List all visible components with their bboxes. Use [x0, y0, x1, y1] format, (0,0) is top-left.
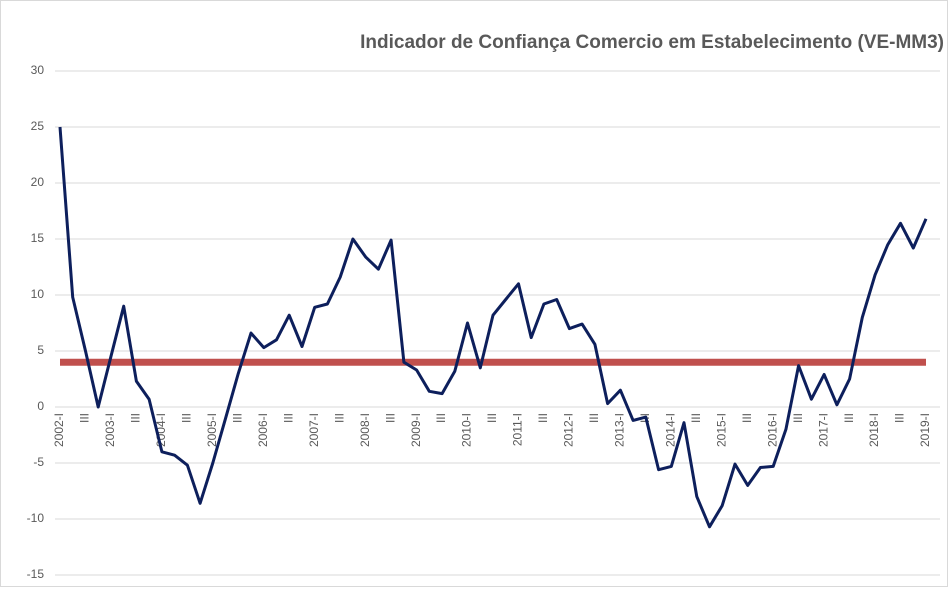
x-tick-label: III [842, 413, 856, 423]
x-tick-label: III [281, 413, 295, 423]
x-tick-label: 2016-I [765, 413, 779, 447]
x-tick-label: III [434, 413, 448, 423]
x-tick-label: 2002-I [52, 413, 66, 447]
y-tick-label: -15 [27, 567, 45, 581]
x-tick-label: III [129, 413, 143, 423]
y-tick-label: 25 [31, 119, 45, 133]
y-tick-label: -10 [27, 511, 45, 525]
x-tick-label: 2015-I [714, 413, 728, 447]
x-tick-label: 2018-I [867, 413, 881, 447]
x-tick-label: 2008-I [358, 413, 372, 447]
y-tick-label: 10 [31, 287, 45, 301]
y-tick-label: 20 [31, 175, 45, 189]
chart-title: Indicador de Confiança Comercio em Estab… [360, 32, 944, 53]
x-tick-label: 2019-I [918, 413, 932, 447]
x-tick-label: 2014-I [663, 413, 677, 447]
x-tick-label: III [383, 413, 397, 423]
x-tick-label: 2003-I [103, 413, 117, 447]
x-tick-label: 2005-I [205, 413, 219, 447]
x-tick-label: III [180, 413, 194, 423]
x-tick-label: III [78, 413, 92, 423]
x-tick-label: 2007-I [307, 413, 321, 447]
x-tick-label: III [485, 413, 499, 423]
y-tick-label: 30 [31, 63, 45, 77]
x-tick-label: 2010-I [460, 413, 474, 447]
x-tick-label: III [332, 413, 346, 423]
x-tick-label: 2009-I [409, 413, 423, 447]
x-tick-label: 2011-I [511, 413, 525, 446]
x-tick-label: III [740, 413, 754, 423]
x-tick-label: III [689, 413, 703, 423]
x-tick-label: 2012-I [562, 413, 576, 447]
x-tick-label: III [587, 413, 601, 423]
data-line [58, 126, 928, 529]
x-tick-label: III [536, 413, 550, 423]
y-tick-label: 15 [31, 231, 45, 245]
y-tick-label: -5 [33, 455, 44, 469]
x-tick-label: 2006-I [256, 413, 270, 447]
x-tick-label: III [230, 413, 244, 423]
x-tick-label: 2013-I [613, 413, 627, 447]
x-tick-label: 2017-I [816, 413, 830, 447]
y-tick-label: 0 [37, 399, 44, 413]
x-tick-label: III [791, 413, 805, 423]
y-tick-label: 5 [37, 343, 44, 357]
x-tick-label: III [893, 413, 907, 423]
